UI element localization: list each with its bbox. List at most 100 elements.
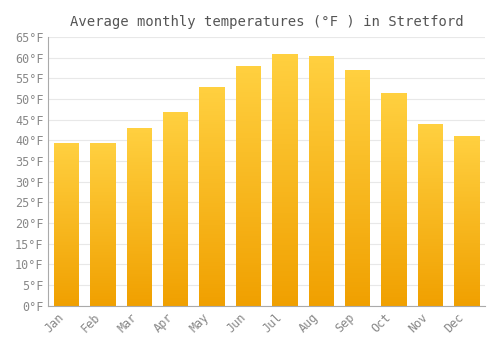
Bar — [200, 212, 225, 214]
Bar — [200, 137, 225, 139]
Bar — [308, 181, 334, 183]
Bar — [454, 241, 479, 243]
Bar — [345, 82, 370, 84]
Bar — [345, 216, 370, 219]
Bar — [90, 193, 116, 195]
Bar — [308, 281, 334, 283]
Bar — [345, 172, 370, 174]
Bar — [454, 233, 479, 235]
Bar — [236, 203, 261, 205]
Bar — [345, 261, 370, 264]
Bar — [454, 274, 479, 275]
Bar — [418, 257, 443, 259]
Bar — [54, 177, 80, 178]
Bar — [418, 160, 443, 162]
Bar — [236, 102, 261, 104]
Bar — [90, 147, 116, 149]
Bar — [308, 198, 334, 201]
Bar — [308, 176, 334, 178]
Bar — [418, 209, 443, 211]
Bar — [163, 216, 188, 218]
Bar — [382, 302, 407, 304]
Bar — [454, 240, 479, 242]
Bar — [126, 254, 152, 256]
Bar — [308, 91, 334, 93]
Bar — [126, 279, 152, 281]
Bar — [126, 263, 152, 265]
Bar — [126, 189, 152, 190]
Bar — [272, 202, 297, 205]
Bar — [163, 253, 188, 255]
Bar — [454, 214, 479, 216]
Bar — [163, 116, 188, 117]
Bar — [308, 108, 334, 111]
Bar — [54, 302, 80, 304]
Bar — [200, 159, 225, 161]
Bar — [236, 78, 261, 80]
Bar — [90, 239, 116, 240]
Bar — [54, 231, 80, 232]
Bar — [200, 207, 225, 209]
Bar — [308, 168, 334, 171]
Bar — [382, 210, 407, 212]
Bar — [90, 286, 116, 288]
Bar — [345, 84, 370, 87]
Bar — [418, 247, 443, 250]
Bar — [454, 202, 479, 204]
Bar — [308, 258, 334, 261]
Bar — [126, 176, 152, 178]
Bar — [345, 268, 370, 271]
Bar — [418, 136, 443, 139]
Bar — [236, 169, 261, 171]
Bar — [308, 251, 334, 253]
Bar — [126, 208, 152, 210]
Bar — [126, 173, 152, 174]
Bar — [200, 122, 225, 124]
Bar — [236, 83, 261, 85]
Bar — [54, 265, 80, 267]
Bar — [126, 163, 152, 166]
Bar — [308, 133, 334, 136]
Bar — [308, 298, 334, 301]
Bar — [272, 160, 297, 162]
Bar — [345, 259, 370, 261]
Bar — [382, 112, 407, 114]
Bar — [200, 133, 225, 135]
Bar — [418, 237, 443, 239]
Bar — [272, 301, 297, 303]
Bar — [200, 157, 225, 159]
Bar — [90, 289, 116, 291]
Bar — [382, 278, 407, 280]
Bar — [272, 124, 297, 127]
Bar — [418, 193, 443, 195]
Bar — [163, 150, 188, 152]
Bar — [200, 117, 225, 120]
Bar — [126, 299, 152, 301]
Bar — [418, 124, 443, 126]
Bar — [163, 199, 188, 201]
Bar — [454, 189, 479, 190]
Bar — [236, 234, 261, 236]
Bar — [54, 206, 80, 208]
Bar — [308, 63, 334, 66]
Bar — [163, 290, 188, 292]
Bar — [54, 196, 80, 198]
Bar — [272, 238, 297, 240]
Bar — [126, 178, 152, 180]
Bar — [126, 292, 152, 293]
Bar — [126, 212, 152, 214]
Bar — [54, 255, 80, 257]
Bar — [382, 270, 407, 272]
Bar — [272, 225, 297, 228]
Bar — [126, 251, 152, 252]
Bar — [454, 186, 479, 187]
Bar — [382, 167, 407, 169]
Bar — [454, 167, 479, 169]
Bar — [382, 121, 407, 123]
Bar — [126, 219, 152, 220]
Bar — [418, 251, 443, 253]
Bar — [54, 232, 80, 234]
Bar — [382, 191, 407, 193]
Bar — [272, 180, 297, 182]
Bar — [308, 263, 334, 266]
